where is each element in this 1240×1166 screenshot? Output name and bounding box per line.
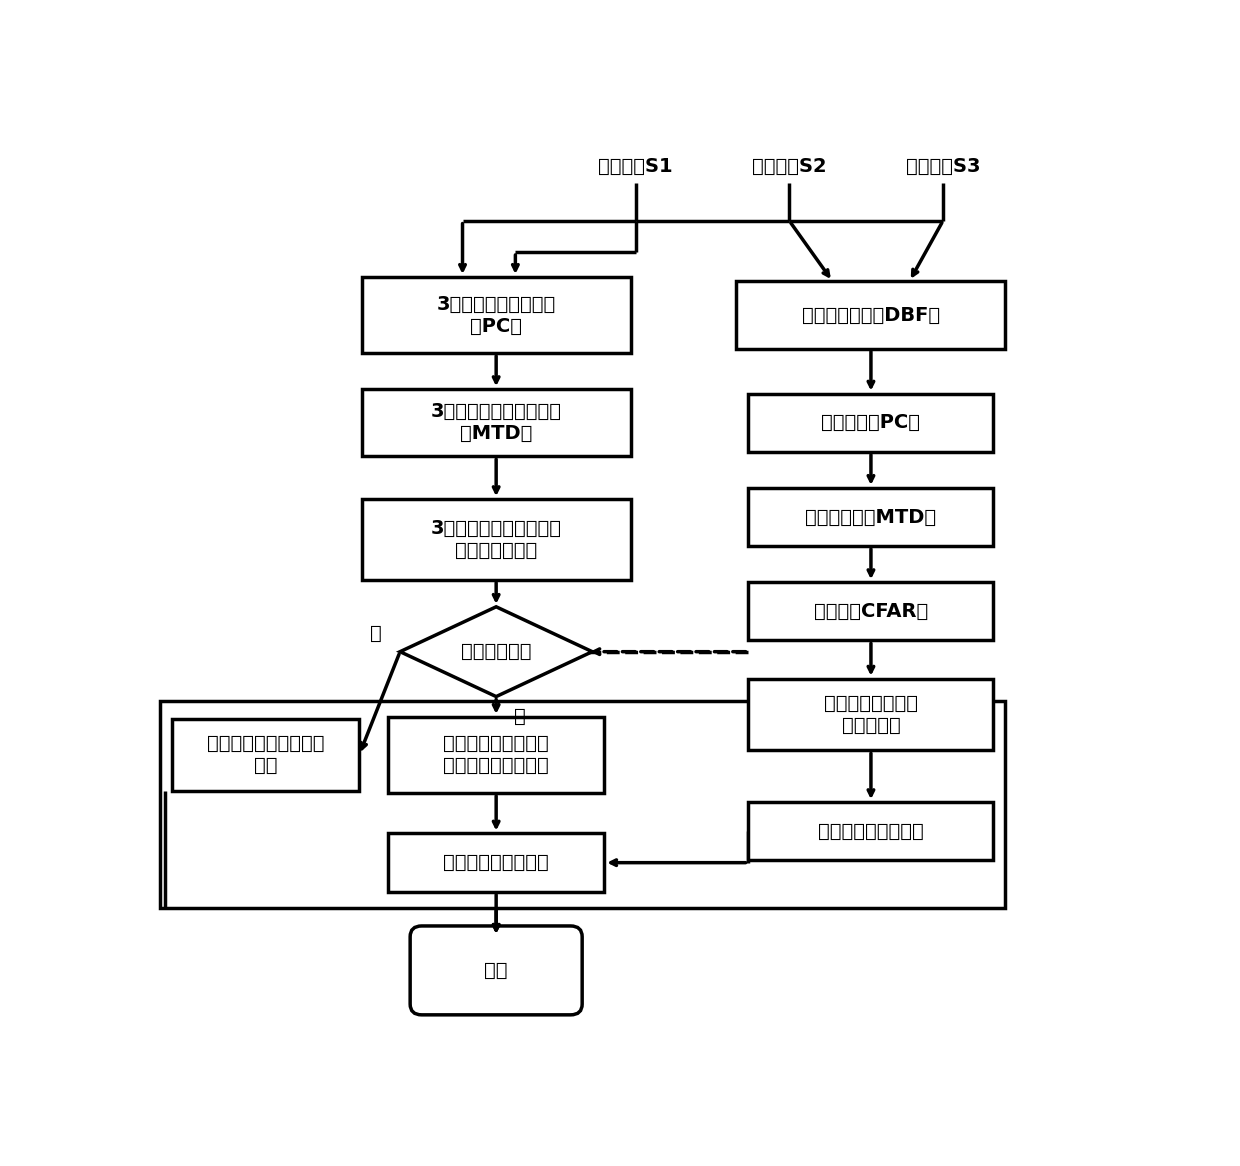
Text: 回波信号S2: 回波信号S2 — [751, 157, 827, 176]
Text: 终端: 终端 — [485, 961, 508, 979]
Text: 数字波束形成（DBF）: 数字波束形成（DBF） — [802, 305, 940, 324]
Bar — [388, 717, 604, 793]
Bar — [749, 802, 993, 861]
Bar — [737, 281, 1006, 349]
Text: 回波信号S3: 回波信号S3 — [905, 157, 981, 176]
Text: 动目标检测（MTD）: 动目标检测（MTD） — [806, 507, 936, 527]
Bar — [362, 276, 631, 353]
Bar — [749, 679, 993, 751]
Bar — [749, 394, 993, 452]
Bar — [362, 499, 631, 580]
Text: 无人机目标角度信息: 无人机目标角度信息 — [443, 854, 549, 872]
Text: 高旁瓣目标，只检测不
显示: 高旁瓣目标，只检测不 显示 — [207, 735, 325, 775]
Text: 3路分别进行脉冲压缩
（PC）: 3路分别进行脉冲压缩 （PC） — [436, 295, 556, 336]
Polygon shape — [401, 606, 593, 696]
Bar — [172, 719, 360, 791]
Text: 否: 否 — [371, 624, 382, 642]
Text: 恒虚警（CFAR）: 恒虚警（CFAR） — [813, 602, 928, 620]
Text: 无人机目标距离、
多普勒信息: 无人机目标距离、 多普勒信息 — [823, 694, 918, 735]
Text: 无人机目标点迹信息: 无人机目标点迹信息 — [818, 822, 924, 841]
Bar — [749, 487, 993, 546]
Bar — [362, 389, 631, 456]
Text: 3个带有幅相误差的无人
机目标幅度信息: 3个带有幅相误差的无人 机目标幅度信息 — [430, 519, 562, 560]
Text: 在当前波束主瓣范围
内，波束扫描法测角: 在当前波束主瓣范围 内，波束扫描法测角 — [443, 735, 549, 775]
Text: 满足一致性？: 满足一致性？ — [461, 642, 532, 661]
Text: 回波信号S1: 回波信号S1 — [598, 157, 673, 176]
Bar — [160, 701, 1004, 908]
Text: 3路分别进行动目标检测
（MTD）: 3路分别进行动目标检测 （MTD） — [430, 402, 562, 443]
Text: 是: 是 — [515, 708, 526, 726]
Text: 脉冲压缩（PC）: 脉冲压缩（PC） — [821, 413, 920, 433]
Bar — [388, 834, 604, 892]
FancyBboxPatch shape — [410, 926, 582, 1014]
Bar — [749, 582, 993, 640]
